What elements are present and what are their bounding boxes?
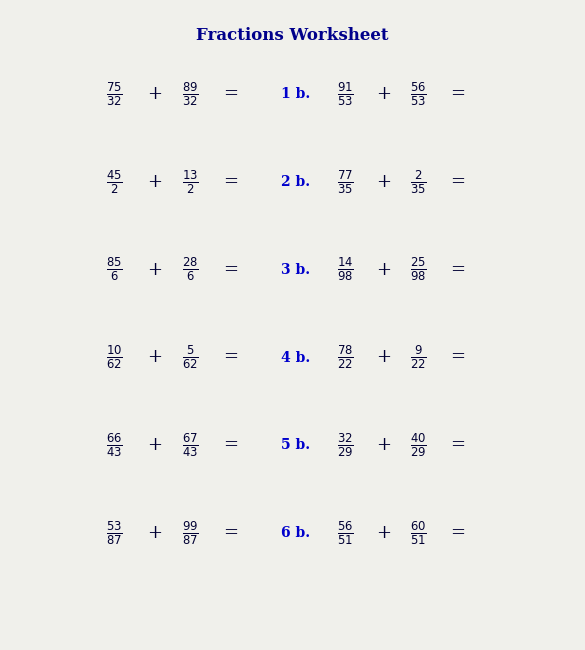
Text: =: = [450,173,465,191]
Text: $\frac{91}{53}$: $\frac{91}{53}$ [337,81,353,108]
Text: =: = [223,173,239,191]
Text: $\frac{56}{53}$: $\frac{56}{53}$ [410,81,426,108]
Text: $\frac{40}{29}$: $\frac{40}{29}$ [410,432,426,459]
Text: +: + [376,85,391,103]
Text: +: + [376,436,391,454]
Text: +: + [376,173,391,191]
Text: 1 b.: 1 b. [281,87,310,101]
Text: +: + [147,85,163,103]
Text: +: + [147,348,163,367]
Text: 5 b.: 5 b. [281,438,310,452]
Text: 3 b.: 3 b. [281,263,310,277]
Text: Fractions Worksheet: Fractions Worksheet [196,27,389,44]
Text: +: + [147,436,163,454]
Text: +: + [147,173,163,191]
Text: =: = [223,261,239,279]
Text: $\frac{14}{98}$: $\frac{14}{98}$ [337,256,353,283]
Text: $\frac{28}{6}$: $\frac{28}{6}$ [182,256,198,283]
Text: $\frac{85}{6}$: $\frac{85}{6}$ [106,256,122,283]
Text: +: + [376,348,391,367]
Text: $\frac{5}{62}$: $\frac{5}{62}$ [182,344,198,371]
Text: =: = [223,524,239,542]
Text: +: + [147,261,163,279]
Text: =: = [450,261,465,279]
Text: 6 b.: 6 b. [281,526,310,540]
Text: +: + [147,524,163,542]
Text: $\frac{9}{22}$: $\frac{9}{22}$ [410,344,426,371]
Text: =: = [223,436,239,454]
Text: =: = [450,524,465,542]
Text: +: + [376,261,391,279]
Text: 2 b.: 2 b. [281,175,310,189]
Text: $\frac{25}{98}$: $\frac{25}{98}$ [410,256,426,283]
Text: $\frac{77}{35}$: $\frac{77}{35}$ [337,168,353,196]
Text: $\frac{78}{22}$: $\frac{78}{22}$ [337,344,353,371]
Text: $\frac{45}{2}$: $\frac{45}{2}$ [106,168,122,196]
Text: =: = [450,348,465,367]
Text: +: + [376,524,391,542]
Text: $\frac{67}{43}$: $\frac{67}{43}$ [182,432,198,459]
Text: $\frac{66}{43}$: $\frac{66}{43}$ [106,432,122,459]
Text: $\frac{89}{32}$: $\frac{89}{32}$ [182,81,198,108]
Text: $\frac{13}{2}$: $\frac{13}{2}$ [182,168,198,196]
Text: $\frac{32}{29}$: $\frac{32}{29}$ [337,432,353,459]
Text: =: = [450,85,465,103]
Text: $\frac{10}{62}$: $\frac{10}{62}$ [106,344,122,371]
Text: $\frac{53}{87}$: $\frac{53}{87}$ [106,519,122,547]
Text: $\frac{75}{32}$: $\frac{75}{32}$ [106,81,122,108]
Text: 4 b.: 4 b. [281,350,310,365]
Text: $\frac{99}{87}$: $\frac{99}{87}$ [182,519,198,547]
Text: =: = [450,436,465,454]
Text: =: = [223,348,239,367]
Text: =: = [223,85,239,103]
Text: $\frac{2}{35}$: $\frac{2}{35}$ [410,168,426,196]
Text: $\frac{60}{51}$: $\frac{60}{51}$ [410,519,426,547]
Text: $\frac{56}{51}$: $\frac{56}{51}$ [337,519,353,547]
